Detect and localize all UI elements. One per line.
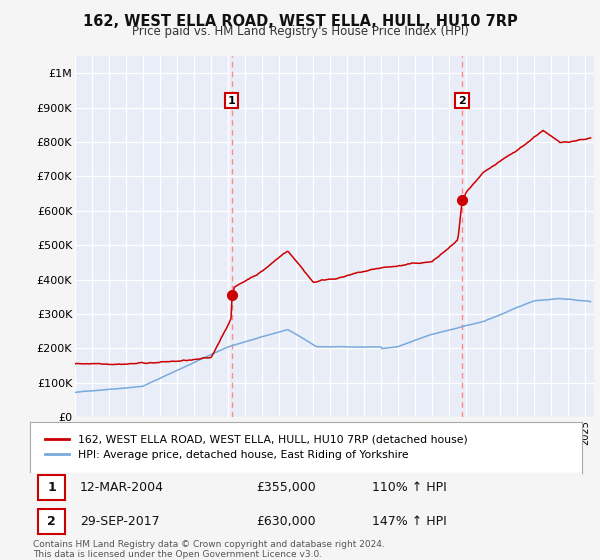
- Text: 147% ↑ HPI: 147% ↑ HPI: [372, 515, 447, 528]
- FancyBboxPatch shape: [38, 509, 65, 534]
- Text: 1: 1: [227, 96, 235, 106]
- Legend: 162, WEST ELLA ROAD, WEST ELLA, HULL, HU10 7RP (detached house), HPI: Average pr: 162, WEST ELLA ROAD, WEST ELLA, HULL, HU…: [41, 430, 472, 465]
- Text: Price paid vs. HM Land Registry's House Price Index (HPI): Price paid vs. HM Land Registry's House …: [131, 25, 469, 38]
- Text: £355,000: £355,000: [256, 481, 316, 494]
- Text: 162, WEST ELLA ROAD, WEST ELLA, HULL, HU10 7RP: 162, WEST ELLA ROAD, WEST ELLA, HULL, HU…: [83, 14, 517, 29]
- Text: This data is licensed under the Open Government Licence v3.0.: This data is licensed under the Open Gov…: [33, 550, 322, 559]
- Text: £630,000: £630,000: [256, 515, 316, 528]
- Text: 1: 1: [47, 481, 56, 494]
- FancyBboxPatch shape: [38, 475, 65, 500]
- Text: Contains HM Land Registry data © Crown copyright and database right 2024.: Contains HM Land Registry data © Crown c…: [33, 540, 385, 549]
- Text: 2: 2: [47, 515, 56, 528]
- Text: 12-MAR-2004: 12-MAR-2004: [80, 481, 164, 494]
- Text: 2: 2: [458, 96, 466, 106]
- Text: 29-SEP-2017: 29-SEP-2017: [80, 515, 160, 528]
- Text: 110% ↑ HPI: 110% ↑ HPI: [372, 481, 447, 494]
